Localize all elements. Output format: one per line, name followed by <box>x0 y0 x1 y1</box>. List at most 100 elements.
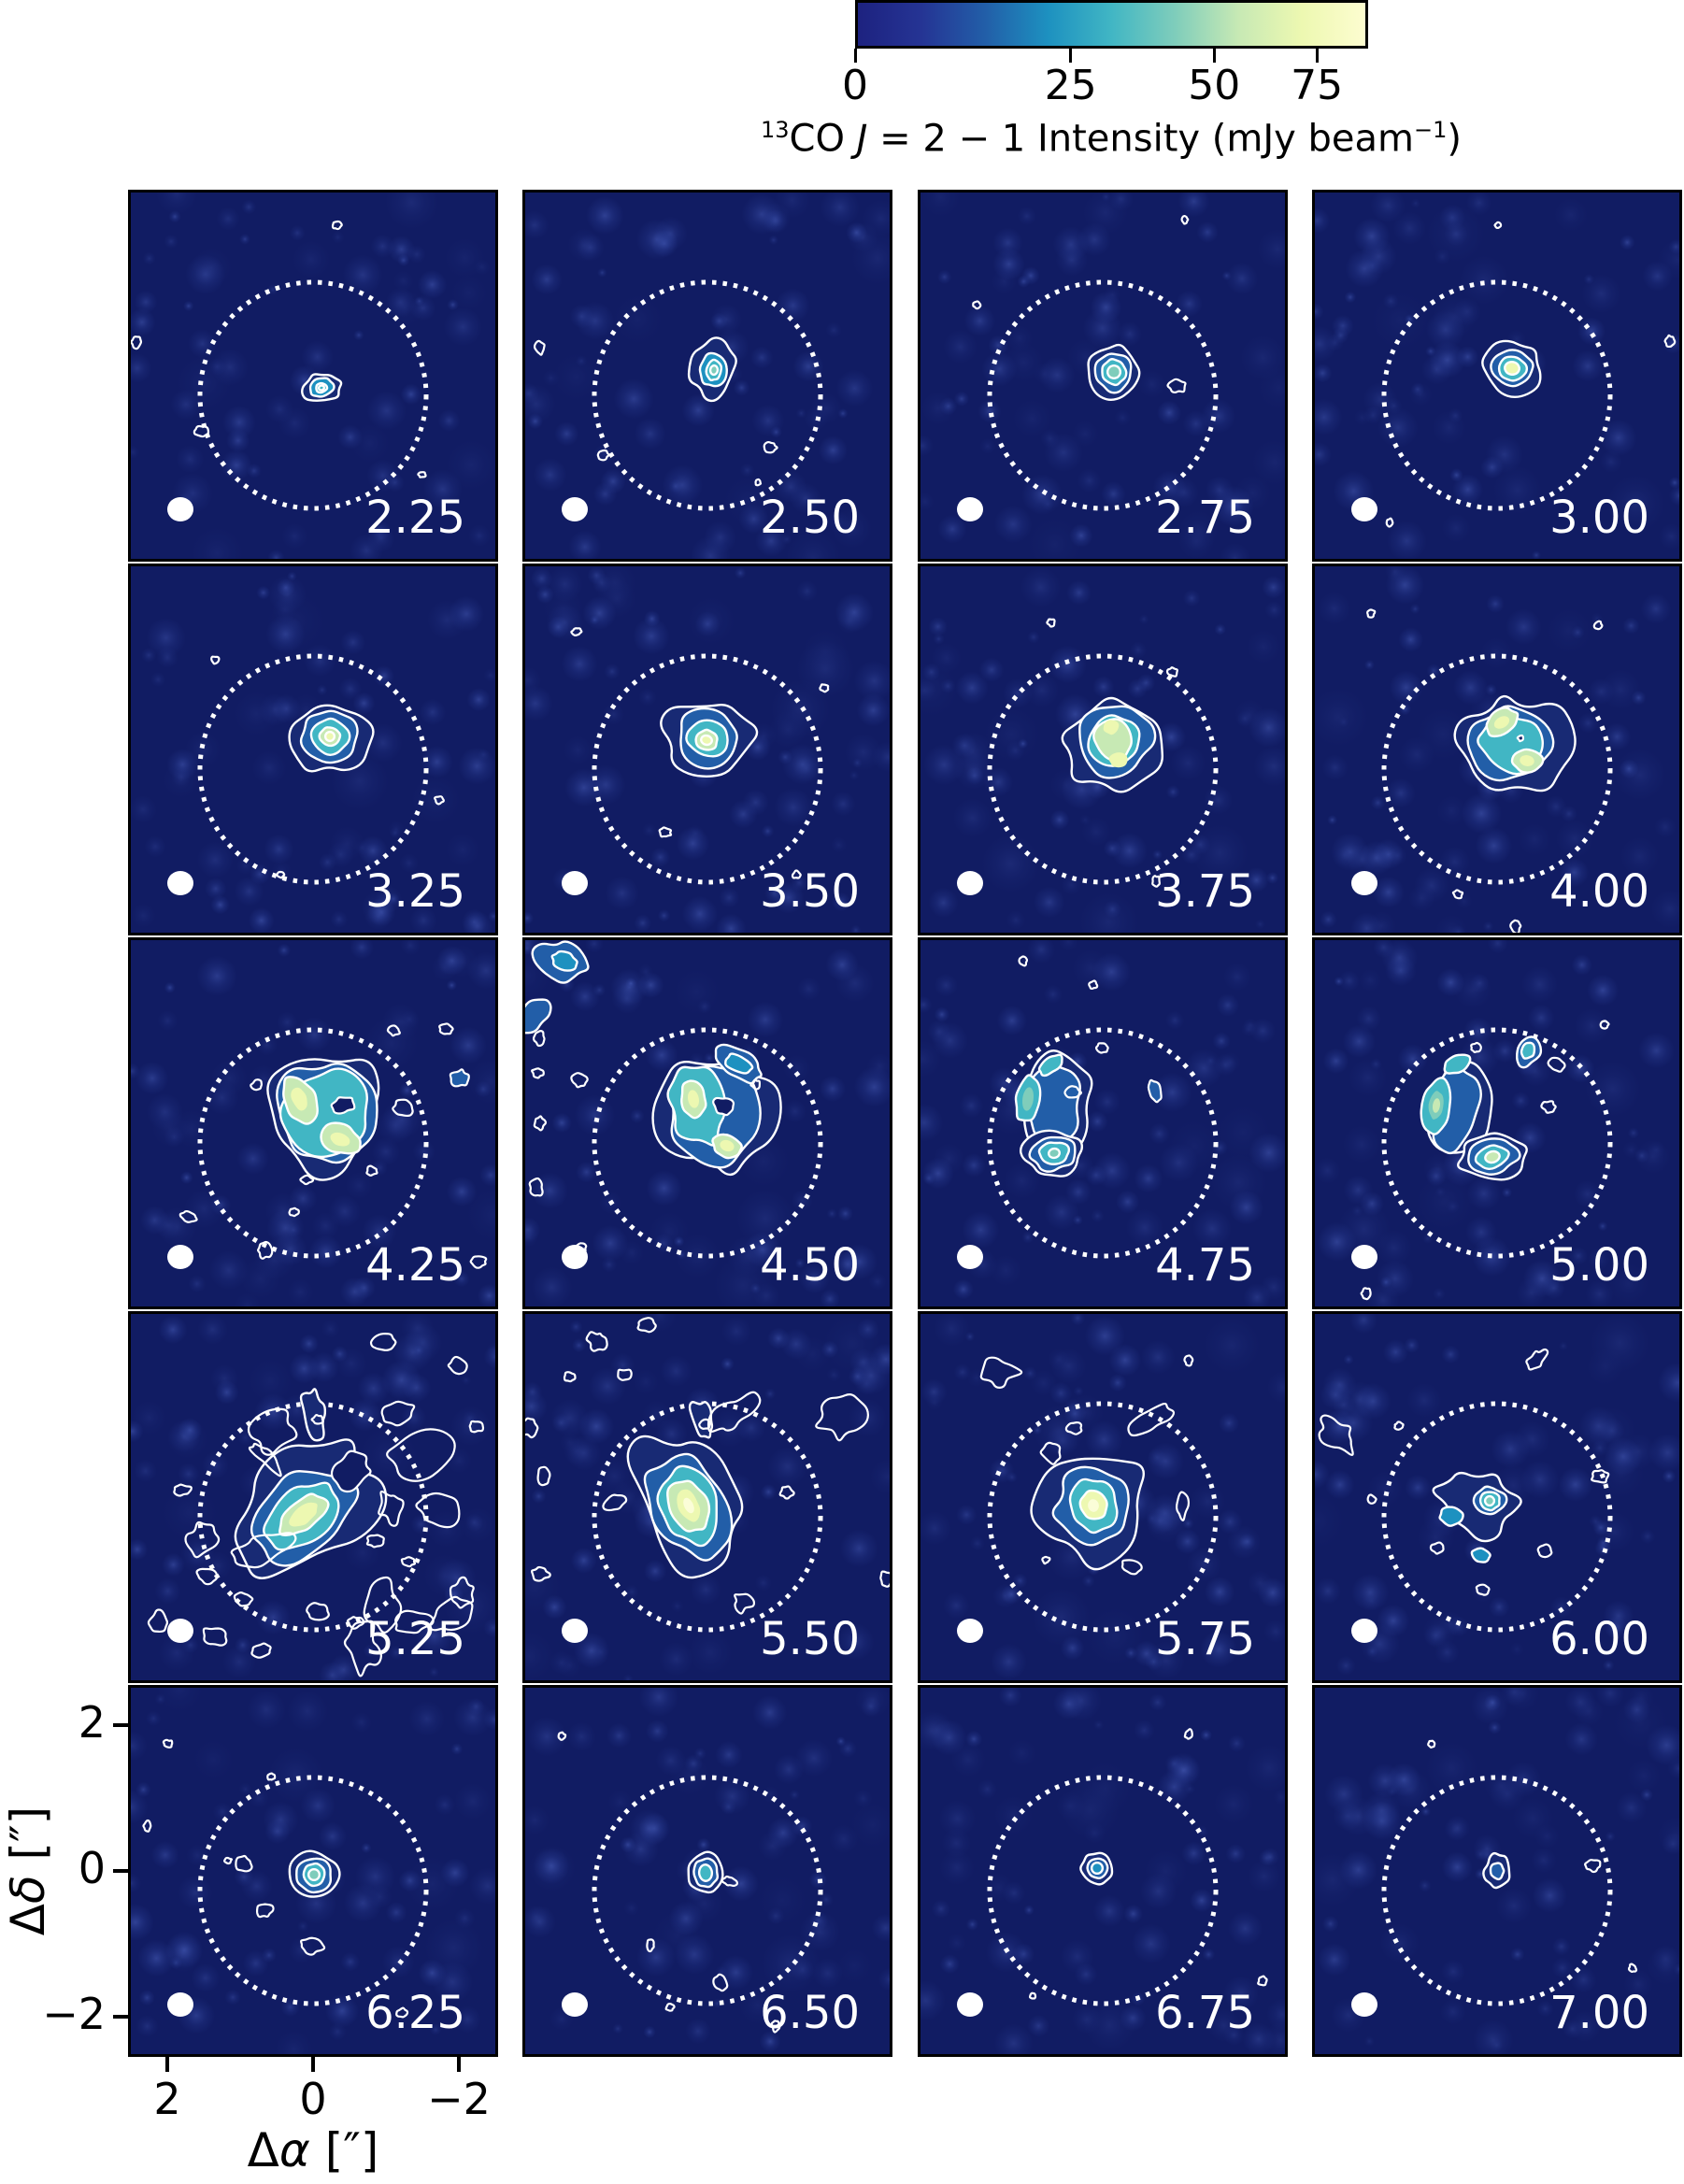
noise-texture <box>1315 566 1679 933</box>
emission-contours <box>1014 1049 1093 1178</box>
beam-icon <box>167 1619 193 1643</box>
y-tick-mark <box>113 1869 128 1873</box>
noise-contours <box>210 655 445 879</box>
velocity-label: 6.00 <box>1549 1613 1649 1665</box>
y-axis-delta: Δ <box>1 1903 55 1936</box>
velocity-label: 2.50 <box>760 492 860 544</box>
beam-icon <box>1351 1245 1377 1269</box>
velocity-label: 2.25 <box>365 492 465 544</box>
emission-contours <box>1079 1851 1114 1886</box>
channel-panel-4.50: 4.50 <box>522 937 892 1309</box>
channel-map-svg: 2.25 <box>131 193 495 559</box>
beam-icon <box>167 871 193 895</box>
y-tick-mark <box>113 2015 128 2019</box>
emission-contours <box>1482 1851 1511 1890</box>
colorbar-tick <box>1212 49 1216 63</box>
channel-map-svg: 2.50 <box>525 193 890 559</box>
channel-map-svg: 2.75 <box>920 193 1285 559</box>
channel-map-svg: 4.50 <box>525 940 890 1306</box>
emission-contours <box>1061 696 1164 793</box>
velocity-label: 5.25 <box>365 1613 465 1665</box>
dotted-aperture-circle <box>197 279 429 511</box>
channel-map-svg: 5.00 <box>1315 940 1679 1306</box>
beam-icon <box>957 497 983 521</box>
dotted-aperture-circle <box>987 653 1219 885</box>
channel-panel-6.75: 6.75 <box>918 1685 1288 2057</box>
channel-map-svg: 4.00 <box>1315 566 1679 933</box>
noise-contours <box>142 1738 409 2019</box>
channel-map-svg: 6.25 <box>131 1688 495 2054</box>
emission-contours <box>687 336 737 403</box>
velocity-label: 3.00 <box>1549 492 1649 544</box>
beam-icon <box>1351 1619 1377 1643</box>
velocity-label: 3.25 <box>365 865 465 918</box>
channel-panel-2.25: 2.25 <box>128 190 498 562</box>
channel-panel-5.25: 5.25 <box>128 1311 498 1683</box>
velocity-label: 4.50 <box>760 1239 860 1292</box>
noise-contours <box>525 1317 890 1615</box>
dotted-aperture-circle <box>592 279 823 511</box>
emission-contours <box>1420 1035 1543 1181</box>
channel-map-svg: 5.75 <box>920 1314 1285 1680</box>
dotted-aperture-circle <box>987 1401 1219 1633</box>
y-tick-label: 0 <box>78 1843 106 1893</box>
channel-map-svg: 3.00 <box>1315 193 1679 559</box>
channel-panel-3.00: 3.00 <box>1312 190 1682 562</box>
noise-contours <box>1028 1728 1268 2000</box>
y-tick-label: −2 <box>42 1989 106 2039</box>
channel-map-svg: 3.25 <box>131 566 495 933</box>
velocity-label: 4.75 <box>1155 1239 1255 1292</box>
channel-map-svg: 5.50 <box>525 1314 890 1680</box>
channel-panel-4.25: 4.25 <box>128 937 498 1309</box>
colorbar-title-supm1: −1 <box>1414 117 1448 143</box>
dotted-aperture-circle <box>197 653 429 885</box>
noise-contours <box>533 339 778 487</box>
noise-contours <box>979 1354 1194 1576</box>
dotted-aperture-circle <box>197 1775 429 2006</box>
x-tick-mark <box>165 2057 169 2072</box>
colorbar-title-mid: = 2 − 1 Intensity (mJy beam <box>867 117 1415 161</box>
noise-contours <box>570 627 830 879</box>
noise-texture <box>131 571 495 933</box>
emission-contours <box>288 704 375 773</box>
beam-icon <box>957 1992 983 2017</box>
channel-panel-2.50: 2.50 <box>522 190 892 562</box>
emission-contours <box>266 1058 380 1181</box>
velocity-label: 7.00 <box>1549 1987 1649 2039</box>
dotted-aperture-circle <box>197 1401 429 1633</box>
x-axis-delta: Δ <box>247 2123 279 2177</box>
dotted-aperture-circle <box>987 1027 1219 1259</box>
channel-map-svg: 5.25 <box>131 1314 495 1680</box>
colorbar-tick <box>1069 49 1073 63</box>
colorbar-tick <box>853 49 857 63</box>
velocity-label: 6.25 <box>365 1987 465 2039</box>
dotted-aperture-circle <box>592 653 823 885</box>
velocity-label: 4.25 <box>365 1239 465 1292</box>
channel-panel-5.50: 5.50 <box>522 1311 892 1683</box>
emission-contours <box>626 1401 744 1579</box>
channel-panel-4.00: 4.00 <box>1312 564 1682 935</box>
emission-contours <box>288 1849 341 1898</box>
colorbar-gradient <box>855 0 1368 49</box>
channel-map-svg: 3.50 <box>525 566 890 933</box>
beam-icon <box>562 871 588 895</box>
noise-texture <box>131 193 495 559</box>
velocity-label: 5.50 <box>760 1613 860 1665</box>
channel-map-svg: 6.75 <box>920 1688 1285 2054</box>
velocity-label: 6.75 <box>1155 1987 1255 2039</box>
beam-icon <box>562 497 588 521</box>
emission-contours <box>1453 694 1577 792</box>
beam-icon <box>167 1245 193 1269</box>
channel-panel-3.75: 3.75 <box>918 564 1288 935</box>
velocity-label: 2.75 <box>1155 492 1255 544</box>
colorbar-tick-label: 0 <box>842 62 868 109</box>
colorbar-tick <box>1315 49 1319 63</box>
x-tick-label: −2 <box>427 2074 491 2124</box>
velocity-label: 5.75 <box>1155 1613 1255 1665</box>
beam-icon <box>562 1992 588 2017</box>
dotted-aperture-circle <box>197 1027 429 1259</box>
x-axis-greek: α <box>278 2123 310 2177</box>
x-tick-mark <box>457 2057 461 2072</box>
velocity-label: 4.00 <box>1549 865 1649 918</box>
